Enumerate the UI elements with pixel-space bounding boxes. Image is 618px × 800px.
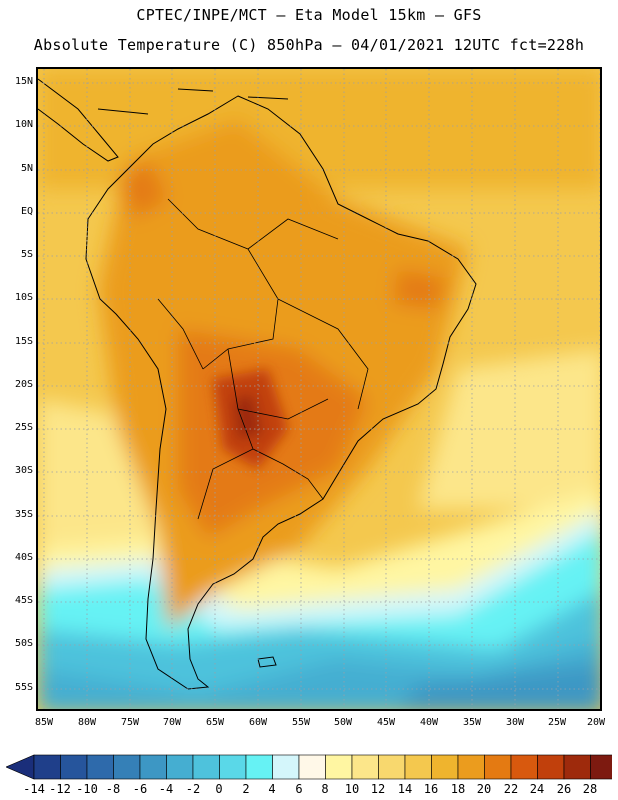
colorbar-label: 18: [450, 782, 466, 796]
colorbar-swatch: [272, 754, 300, 780]
lon-label: 45W: [376, 717, 396, 728]
lon-label: 25W: [547, 717, 567, 728]
lat-label: 5S: [20, 249, 33, 260]
lat-label: 10S: [14, 292, 33, 303]
colorbar-swatch: [86, 754, 114, 780]
lon-label: 65W: [205, 717, 225, 728]
colorbar: [6, 754, 612, 780]
lon-label: 60W: [248, 717, 268, 728]
caribbean-islands: [97, 88, 289, 115]
field-se-yellow: [418, 349, 600, 509]
colorbar-label: -6: [132, 782, 148, 796]
colorbar-swatch: [33, 754, 61, 780]
country-borders: [157, 198, 369, 520]
chart-title-line1: CPTEC/INPE/MCT — Eta Model 15km — GFS: [136, 6, 482, 24]
colorbar-label: 24: [529, 782, 545, 796]
colorbar-label: -4: [158, 782, 174, 796]
lon-label: 75W: [120, 717, 140, 728]
colorbar-label: 2: [242, 782, 250, 796]
colorbar-swatch: [351, 754, 379, 780]
lat-lon-grid: [38, 69, 600, 709]
lon-label: 70W: [162, 717, 182, 728]
lat-label: 10N: [14, 119, 33, 130]
colorbar-label: 10: [344, 782, 360, 796]
map-canvas: [38, 69, 600, 709]
colorbar-swatch: [537, 754, 565, 780]
lat-label: 5N: [20, 163, 33, 174]
colorbar-label: 0: [215, 782, 223, 796]
colorbar-swatch: [404, 754, 432, 780]
field-north-band: [38, 69, 600, 189]
colorbar-swatch: [60, 754, 88, 780]
coastline-south-america: [85, 95, 477, 690]
colorbar-swatch: [139, 754, 167, 780]
colorbar-swatch: [325, 754, 353, 780]
lat-label: 30S: [14, 465, 33, 476]
colorbar-label: 6: [295, 782, 303, 796]
field-land-peak: [233, 394, 263, 439]
falkland-islands: [257, 656, 277, 668]
lon-label: 85W: [34, 717, 54, 728]
colorbar-swatch: [510, 754, 538, 780]
colorbar-swatch: [245, 754, 273, 780]
colorbar-label: -8: [105, 782, 121, 796]
lat-label: 45S: [14, 595, 33, 606]
colorbar-swatch: [298, 754, 326, 780]
colorbar-swatch: [484, 754, 512, 780]
lon-label: 55W: [291, 717, 311, 728]
colorbar-label: -12: [49, 782, 71, 796]
lon-label: 30W: [505, 717, 525, 728]
lat-label: 15S: [14, 336, 33, 347]
colorbar-swatch: [378, 754, 406, 780]
lat-label: 55S: [14, 682, 33, 693]
colorbar-label: 28: [582, 782, 598, 796]
colorbar-label: 22: [503, 782, 519, 796]
lat-label: 15N: [14, 76, 33, 87]
colorbar-swatch: [219, 754, 247, 780]
colorbar-swatch: [563, 754, 591, 780]
lon-label: 80W: [77, 717, 97, 728]
colorbar-swatch: [113, 754, 141, 780]
field-deep-blue: [400, 664, 600, 709]
colorbar-under-arrow: [6, 754, 35, 780]
lat-label: 50S: [14, 638, 33, 649]
colorbar-swatch: [590, 754, 612, 780]
lon-label: 50W: [333, 717, 353, 728]
colorbar-label: 20: [476, 782, 492, 796]
colorbar-label: -14: [23, 782, 45, 796]
colorbar-label: -2: [185, 782, 201, 796]
lon-label: 35W: [462, 717, 482, 728]
colorbar-label: -10: [76, 782, 98, 796]
colorbar-label: 14: [397, 782, 413, 796]
lat-label: 35S: [14, 509, 33, 520]
lat-label: EQ: [20, 206, 33, 217]
colorbar-swatch: [192, 754, 220, 780]
colorbar-label: 4: [268, 782, 276, 796]
coastline-central-america: [38, 78, 119, 162]
lon-label: 40W: [419, 717, 439, 728]
chart-title-line2: Absolute Temperature (C) 850hPa — 04/01/…: [33, 36, 585, 54]
colorbar-swatch: [166, 754, 194, 780]
colorbar-label: 26: [556, 782, 572, 796]
colorbar-label: 12: [370, 782, 386, 796]
colorbar-swatch: [431, 754, 459, 780]
colorbar-swatch: [457, 754, 485, 780]
colorbar-label: 8: [321, 782, 329, 796]
lat-label: 20S: [14, 379, 33, 390]
lat-label: 40S: [14, 552, 33, 563]
lon-label: 20W: [586, 717, 606, 728]
colorbar-label: 16: [423, 782, 439, 796]
lat-label: 25S: [14, 422, 33, 433]
temperature-map: [36, 67, 602, 711]
field-andes-north: [118, 159, 168, 219]
